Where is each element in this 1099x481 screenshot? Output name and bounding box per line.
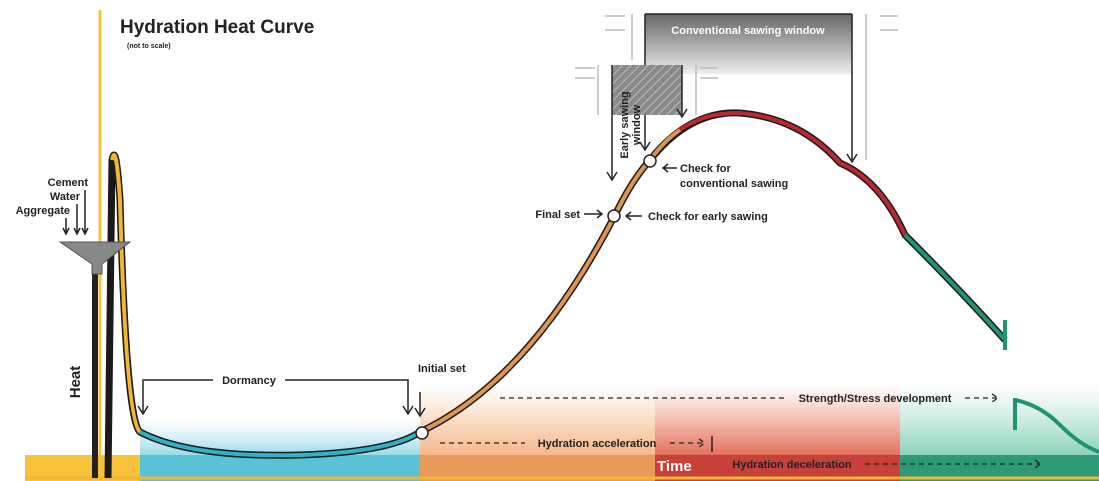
deceleration-label: Hydration deceleration [732,459,851,471]
label-line: window [631,104,643,146]
check-early-label: Check for early sawing [648,211,768,223]
acceleration-label: Hydration acceleration [538,438,657,450]
subtitle: (not to scale) [127,43,171,50]
x-axis-label: Time [657,458,692,475]
dormancy-label: Dormancy [222,375,277,387]
sawing-windows: Conventional sawing window Early sawingw… [575,14,898,180]
initial-set-point [416,427,428,439]
title: Hydration Heat Curve [120,17,314,38]
input-label: Cement [48,177,89,189]
y-axis-label: Heat [67,366,84,399]
strength-label: Strength/Stress development [799,393,952,405]
initial-set-label: Initial set [418,363,466,375]
curve-green [905,235,1005,340]
conventional-window-label: Conventional sawing window [671,25,825,37]
check-conventional-point [644,155,656,167]
label-line: Check for [680,163,731,175]
input-label: Aggregate [16,205,70,217]
dormancy-bracket [138,380,425,416]
label-line: Early sawing [619,91,631,158]
diagram: Conventional sawing window Early sawingw… [0,0,1099,481]
final-set-point [608,210,620,222]
check-conventional-label: Check for conventional sawing [680,163,788,190]
final-set-label: Final set [535,209,580,221]
label-line: conventional sawing [680,178,788,190]
input-label: Water [50,191,81,203]
